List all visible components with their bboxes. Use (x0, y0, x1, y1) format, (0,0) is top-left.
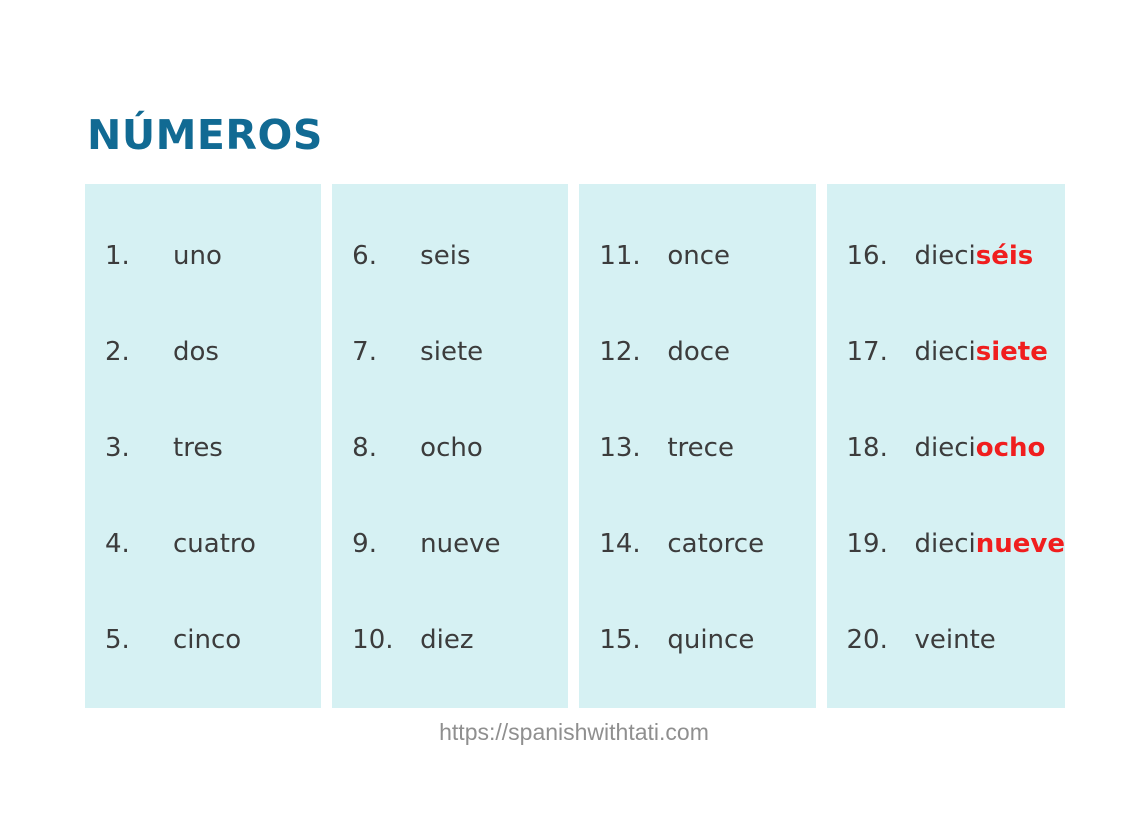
list-item: 11. once (599, 232, 815, 280)
item-word-base: cuatro (173, 529, 256, 559)
column-6-10: 6. seis 7. siete 8. ocho 9. nueve 10. di… (332, 184, 569, 708)
list-item: 12. doce (599, 328, 815, 376)
item-word: seis (420, 241, 470, 271)
item-number: 19. (846, 529, 888, 559)
item-number: 15. (599, 625, 641, 655)
item-word-base: catorce (667, 529, 765, 559)
item-word-base: quince (667, 625, 755, 655)
list-item: 3. tres (105, 424, 321, 472)
column-11-15: 11. once 12. doce 13. trece 14. catorce … (579, 184, 816, 708)
item-word-highlight: séis (975, 241, 1034, 271)
item-word: trece (667, 433, 734, 463)
website-url: https://spanishwithtati.com (439, 719, 709, 745)
item-number: 11. (599, 241, 641, 271)
item-word: dieciséis (915, 241, 1034, 271)
item-word: nueve (420, 529, 500, 559)
item-number: 17. (846, 337, 888, 367)
item-word-base: dieci (914, 433, 976, 463)
item-word-highlight: siete (975, 337, 1048, 367)
item-word: veinte (915, 625, 996, 655)
item-number: 16. (846, 241, 888, 271)
item-number: 20. (846, 625, 888, 655)
item-number: 14. (599, 529, 641, 559)
item-word: tres (173, 433, 223, 463)
item-word: doce (667, 337, 730, 367)
item-word: quince (667, 625, 754, 655)
numbers-grid: 1. uno 2. dos 3. tres 4. cuatro 5. cinco (85, 184, 1066, 708)
item-word-base: tres (173, 433, 223, 463)
item-number: 13. (599, 433, 641, 463)
item-number: 4. (105, 529, 130, 559)
page-title: NÚMEROS (87, 111, 323, 160)
item-word-base: diez (420, 625, 474, 655)
list-item: 15. quince (599, 616, 815, 664)
item-word-base: seis (420, 241, 471, 271)
item-number: 7. (352, 337, 377, 367)
item-word-base: dieci (914, 241, 976, 271)
list-item: 14. catorce (599, 520, 815, 568)
item-word: ocho (420, 433, 483, 463)
column-16-20: 16. dieciséis 17. diecisiete 18. diecioc… (826, 184, 1066, 708)
item-word-base: nueve (420, 529, 501, 559)
item-word-highlight: ocho (975, 433, 1046, 463)
item-number: 2. (105, 337, 130, 367)
list-item: 9. nueve (352, 520, 568, 568)
item-word-base: ocho (420, 433, 483, 463)
item-word-base: dieci (914, 529, 976, 559)
item-word: catorce (667, 529, 764, 559)
item-number: 12. (599, 337, 641, 367)
list-item: 6. seis (352, 232, 568, 280)
item-word: dieciocho (915, 433, 1046, 463)
item-word: uno (173, 241, 222, 271)
item-word: dos (173, 337, 219, 367)
list-item: 16. dieciséis (847, 232, 1066, 280)
item-number: 1. (105, 241, 130, 271)
item-number: 3. (105, 433, 130, 463)
list-item: 4. cuatro (105, 520, 321, 568)
list-item: 8. ocho (352, 424, 568, 472)
list-item: 19. diecinueve (847, 520, 1066, 568)
item-number: 5. (105, 625, 130, 655)
item-word-base: dos (173, 337, 219, 367)
item-word: cuatro (173, 529, 256, 559)
list-item: 1. uno (105, 232, 321, 280)
item-number: 9. (352, 529, 377, 559)
column-1-5: 1. uno 2. dos 3. tres 4. cuatro 5. cinco (85, 184, 322, 708)
item-word-base: doce (667, 337, 731, 367)
item-number: 8. (352, 433, 377, 463)
item-number: 18. (846, 433, 888, 463)
item-word-base: trece (667, 433, 734, 463)
list-item: 10. diez (352, 616, 568, 664)
item-word: once (667, 241, 730, 271)
item-number: 10. (352, 625, 394, 655)
list-item: 5. cinco (105, 616, 321, 664)
item-word: diecisiete (915, 337, 1048, 367)
item-word: diecinueve (915, 529, 1066, 559)
item-word-highlight: nueve (975, 529, 1066, 559)
item-number: 6. (352, 241, 377, 271)
list-item: 13. trece (599, 424, 815, 472)
item-word-base: uno (173, 241, 222, 271)
item-word-base: siete (420, 337, 484, 367)
list-item: 18. dieciocho (847, 424, 1066, 472)
item-word-base: dieci (914, 337, 976, 367)
item-word-base: once (667, 241, 731, 271)
list-item: 20. veinte (847, 616, 1066, 664)
item-word: siete (420, 337, 483, 367)
item-word-base: cinco (173, 625, 242, 655)
item-word: diez (420, 625, 473, 655)
list-item: 17. diecisiete (847, 328, 1066, 376)
list-item: 7. siete (352, 328, 568, 376)
item-word-base: veinte (914, 625, 996, 655)
list-item: 2. dos (105, 328, 321, 376)
item-word: cinco (173, 625, 241, 655)
